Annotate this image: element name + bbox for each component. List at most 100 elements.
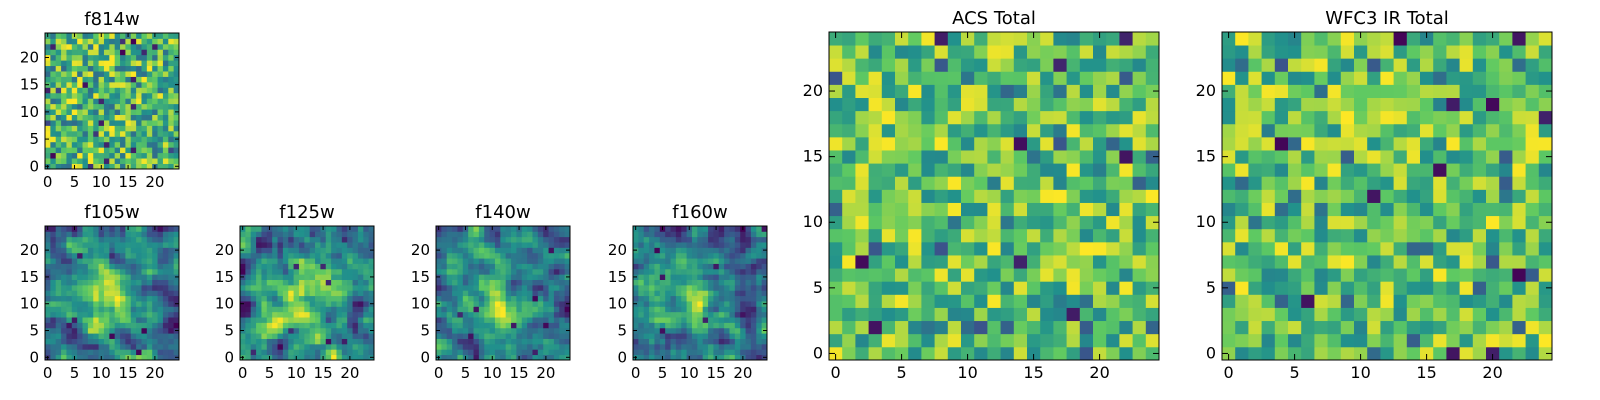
heatmap-cell	[1314, 320, 1328, 335]
heatmap-cell	[638, 247, 645, 254]
heatmap-cell	[745, 258, 752, 264]
heatmap-cell	[352, 333, 359, 339]
heatmap-cell	[494, 226, 501, 232]
heatmap-cell	[87, 274, 94, 280]
heatmap-cell	[1132, 294, 1147, 308]
heatmap-cell	[1459, 71, 1474, 85]
heatmap-cell	[277, 242, 284, 248]
heatmap-cell	[665, 242, 671, 248]
heatmap-cell	[473, 236, 480, 243]
heatmap-cell	[1132, 136, 1147, 151]
heatmap-cell	[1235, 136, 1249, 151]
heatmap-cell	[553, 279, 560, 286]
heatmap-cell	[489, 327, 496, 334]
heatmap-cell	[468, 290, 474, 297]
heatmap-cell	[649, 301, 655, 307]
heatmap-cell	[162, 242, 169, 248]
heatmap-cell	[1538, 241, 1553, 256]
heatmap-cell	[527, 274, 533, 280]
heatmap-cell	[686, 247, 693, 254]
heatmap-cell	[829, 150, 843, 164]
heatmap-cell	[1499, 110, 1513, 125]
heatmap-cell	[1314, 215, 1328, 230]
x-tick-label: 5	[461, 364, 471, 382]
heatmap-cell	[1486, 110, 1500, 125]
heatmap-cell	[103, 147, 110, 154]
heatmap-cell	[686, 284, 693, 291]
heatmap-cell	[446, 231, 453, 238]
heatmap-cell	[315, 290, 321, 297]
heatmap-cell	[61, 141, 67, 148]
heatmap-cell	[934, 255, 949, 269]
heatmap-cell	[146, 163, 153, 170]
heatmap-cell	[120, 125, 126, 132]
heatmap-cell	[1327, 268, 1342, 282]
heatmap-cell	[1314, 123, 1328, 138]
heatmap-cell	[1367, 176, 1381, 190]
heatmap-cell	[93, 147, 99, 154]
heatmap-cell	[347, 258, 353, 264]
heatmap-cell	[173, 290, 180, 297]
heatmap-cell	[457, 236, 464, 243]
heatmap-cell	[341, 242, 348, 248]
heatmap-cell	[1119, 241, 1133, 256]
heatmap-cell	[173, 226, 180, 232]
heatmap-cell	[756, 247, 763, 254]
heatmap-cell	[659, 242, 666, 248]
heatmap-cell	[152, 54, 158, 61]
heatmap-cell	[1472, 163, 1487, 177]
heatmap-cell	[750, 242, 757, 248]
heatmap-cell	[881, 176, 896, 190]
heatmap-cell	[1446, 110, 1460, 125]
heatmap-cell	[50, 247, 57, 254]
heatmap-cell	[638, 279, 645, 286]
heatmap-cell	[1132, 84, 1147, 98]
heatmap-cell	[309, 338, 316, 345]
heatmap-cell	[548, 242, 555, 248]
heatmap-cell	[1000, 136, 1015, 151]
heatmap-cell	[527, 338, 533, 345]
heatmap-cell	[109, 60, 116, 67]
heatmap-cell	[473, 295, 480, 302]
heatmap-cell	[670, 322, 677, 329]
heatmap-cell	[66, 327, 73, 334]
heatmap-cell	[713, 258, 720, 264]
heatmap-cell	[77, 163, 83, 170]
heatmap-cell	[521, 354, 528, 361]
heatmap-cell	[266, 247, 273, 254]
heatmap-cell	[240, 263, 246, 270]
heatmap-cell	[521, 247, 528, 254]
heatmap-cell	[315, 247, 321, 254]
heatmap-cell	[1327, 45, 1342, 59]
heatmap-cell	[173, 120, 180, 126]
heatmap-cell	[136, 65, 142, 72]
heatmap-cell	[457, 301, 464, 307]
heatmap-cell	[114, 327, 121, 334]
heatmap-cell	[55, 274, 62, 280]
heatmap-cell	[665, 333, 671, 339]
heatmap-cell	[168, 49, 175, 56]
heatmap-cell	[934, 123, 949, 138]
heatmap-cell	[250, 258, 257, 264]
heatmap-cell	[921, 189, 935, 203]
heatmap-cell	[45, 120, 51, 126]
heatmap-cell	[1512, 84, 1526, 98]
heatmap-cell	[315, 327, 321, 334]
heatmap-cell	[136, 114, 142, 121]
heatmap-cell	[908, 110, 922, 125]
heatmap-cell	[162, 71, 169, 77]
heatmap-cell	[61, 274, 67, 280]
heatmap-cell	[681, 327, 687, 334]
heatmap-cell	[1354, 110, 1368, 125]
heatmap-cell	[1380, 45, 1394, 59]
heatmap-cell	[98, 343, 105, 350]
heatmap-cell	[82, 109, 89, 115]
heatmap-cell	[288, 322, 294, 329]
heatmap-cell	[543, 327, 549, 334]
heatmap-cell	[452, 295, 458, 302]
heatmap-cell	[1406, 189, 1421, 203]
heatmap-cell	[256, 317, 262, 323]
heatmap-cell	[921, 320, 935, 335]
heatmap-cell	[125, 284, 132, 291]
heatmap-cell	[66, 103, 73, 110]
